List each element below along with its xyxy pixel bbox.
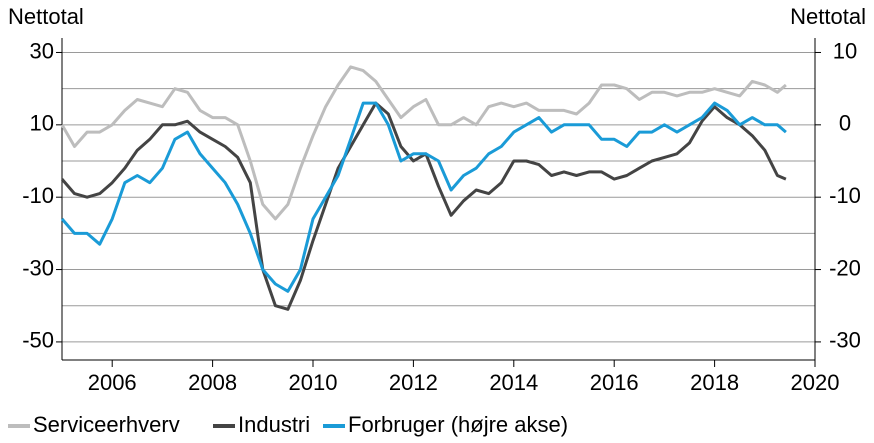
x-tick-label: 2008 bbox=[188, 370, 237, 395]
y2-tick-label: 10 bbox=[833, 38, 857, 63]
y-tick-label: 10 bbox=[30, 111, 54, 136]
x-tick-label: 2006 bbox=[88, 370, 137, 395]
y-tick-label: -50 bbox=[22, 328, 54, 353]
y-tick-label: 30 bbox=[30, 38, 54, 63]
x-tick-label: 2014 bbox=[489, 370, 538, 395]
series-line bbox=[60, 101, 787, 311]
x-tick-label: 2012 bbox=[389, 370, 438, 395]
y-tick-label: -10 bbox=[22, 183, 54, 208]
y2-tick-label: -20 bbox=[829, 255, 861, 280]
x-tick-label: 2016 bbox=[590, 370, 639, 395]
x-tick-label: 2020 bbox=[791, 370, 840, 395]
y2-tick-label: -10 bbox=[829, 183, 861, 208]
y2-tick-label: -30 bbox=[829, 328, 861, 353]
y2-tick-label: 0 bbox=[839, 111, 851, 136]
series-line bbox=[60, 65, 787, 221]
x-tick-label: 2018 bbox=[690, 370, 739, 395]
legend-label: Forbruger (højre akse) bbox=[348, 412, 568, 437]
legend-label: Serviceerhverv bbox=[33, 412, 180, 437]
y-axis-label: Nettotal bbox=[8, 4, 84, 29]
legend-label: Industri bbox=[238, 412, 310, 437]
y-tick-label: -30 bbox=[22, 255, 54, 280]
x-tick-label: 2010 bbox=[289, 370, 338, 395]
y2-axis-label: Nettotal bbox=[790, 4, 866, 29]
series-line bbox=[60, 101, 787, 293]
